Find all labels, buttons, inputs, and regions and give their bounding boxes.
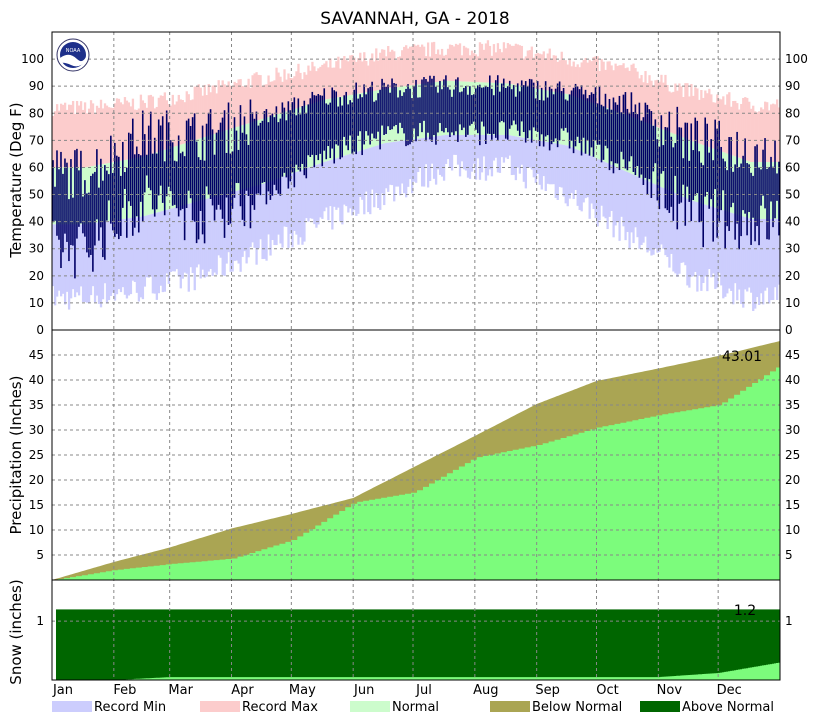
precip-tick-right: 40 bbox=[785, 373, 800, 387]
precip-tick-left: 25 bbox=[29, 448, 44, 462]
snow-total-annotation: 1.2 bbox=[734, 603, 756, 619]
precip-tick-right: 5 bbox=[785, 548, 793, 562]
precip-tick-left: 20 bbox=[29, 473, 44, 487]
legend-label: Above Normal bbox=[682, 700, 774, 715]
temp-tick-right: 30 bbox=[785, 242, 800, 256]
month-label: Mar bbox=[168, 683, 193, 698]
temp-tick-right: 90 bbox=[785, 79, 800, 93]
precip-observed-area bbox=[52, 365, 780, 580]
temp-tick-right: 0 bbox=[785, 323, 793, 337]
legend-label: Record Max bbox=[242, 700, 318, 715]
precip-tick-left: 30 bbox=[29, 423, 44, 437]
snow-panel-frame bbox=[51, 579, 781, 681]
month-label: Oct bbox=[596, 683, 618, 698]
temp-tick-right: 20 bbox=[785, 269, 800, 283]
precip-total-annotation: 43.01 bbox=[722, 349, 762, 365]
legend-swatch bbox=[490, 701, 530, 712]
chart-title: SAVANNAH, GA - 2018 bbox=[320, 9, 509, 29]
temp-tick-right: 40 bbox=[785, 215, 800, 229]
month-label: Aug bbox=[473, 683, 498, 698]
month-label: Jul bbox=[415, 683, 432, 698]
precip-tick-right: 25 bbox=[785, 448, 800, 462]
legend-label: Record Min bbox=[94, 700, 166, 715]
temp-tick-right: 10 bbox=[785, 296, 800, 310]
temp-tick-left: 60 bbox=[29, 160, 44, 174]
legend-label: Normal bbox=[392, 700, 439, 715]
snow-observed-area bbox=[55, 609, 781, 680]
temp-tick-left: 40 bbox=[29, 215, 44, 229]
temp-tick-left: 50 bbox=[29, 188, 44, 202]
precip-tick-left: 5 bbox=[36, 548, 44, 562]
month-label: May bbox=[289, 683, 316, 698]
month-label: Dec bbox=[717, 683, 742, 698]
precip-tick-left: 10 bbox=[29, 523, 44, 537]
noaa-logo-text: NOAA bbox=[66, 48, 81, 54]
legend-swatch bbox=[200, 701, 240, 712]
temp-tick-left: 90 bbox=[29, 79, 44, 93]
temp-tick-left: 30 bbox=[29, 242, 44, 256]
temp-tick-right: 100 bbox=[785, 52, 808, 66]
month-label: Jan bbox=[52, 683, 73, 698]
snow-axis-label: Snow (inches) bbox=[7, 579, 25, 684]
snow-normal-area bbox=[52, 662, 780, 680]
precip-tick-right: 35 bbox=[785, 398, 800, 412]
precip-tick-right: 10 bbox=[785, 523, 800, 537]
snow-tick-right: 1 bbox=[785, 614, 793, 628]
month-label: Apr bbox=[231, 683, 254, 698]
legend-swatch bbox=[350, 701, 390, 712]
temp-tick-left: 80 bbox=[29, 106, 44, 120]
precip-tick-left: 40 bbox=[29, 373, 44, 387]
precip-tick-right: 45 bbox=[785, 348, 800, 362]
precip-tick-right: 30 bbox=[785, 423, 800, 437]
legend-swatch bbox=[640, 701, 680, 712]
temp-tick-right: 60 bbox=[785, 160, 800, 174]
snow-tick-left: 1 bbox=[36, 614, 44, 628]
temp-tick-right: 70 bbox=[785, 133, 800, 147]
precip-tick-right: 15 bbox=[785, 498, 800, 512]
precip-tick-left: 35 bbox=[29, 398, 44, 412]
legend-label: Below Normal bbox=[532, 700, 622, 715]
legend-swatch bbox=[52, 701, 92, 712]
precip-tick-left: 45 bbox=[29, 348, 44, 362]
temp-tick-right: 80 bbox=[785, 106, 800, 120]
month-label: Feb bbox=[113, 683, 136, 698]
temp-tick-left: 70 bbox=[29, 133, 44, 147]
month-label: Nov bbox=[657, 683, 683, 698]
precip-tick-right: 20 bbox=[785, 473, 800, 487]
temp-tick-left: 10 bbox=[29, 296, 44, 310]
temp-tick-left: 0 bbox=[36, 323, 44, 337]
temp-tick-left: 20 bbox=[29, 269, 44, 283]
temperature-axis-label: Temperature (Deg F) bbox=[7, 102, 25, 258]
temp-tick-right: 50 bbox=[785, 188, 800, 202]
month-label: Sep bbox=[535, 683, 560, 698]
precip-tick-left: 15 bbox=[29, 498, 44, 512]
temp-tick-left: 100 bbox=[21, 52, 44, 66]
month-label: Jun bbox=[353, 683, 374, 698]
precipitation-axis-label: Precipitation (Inches) bbox=[7, 376, 25, 535]
noaa-logo-icon: NOAA bbox=[56, 38, 90, 72]
